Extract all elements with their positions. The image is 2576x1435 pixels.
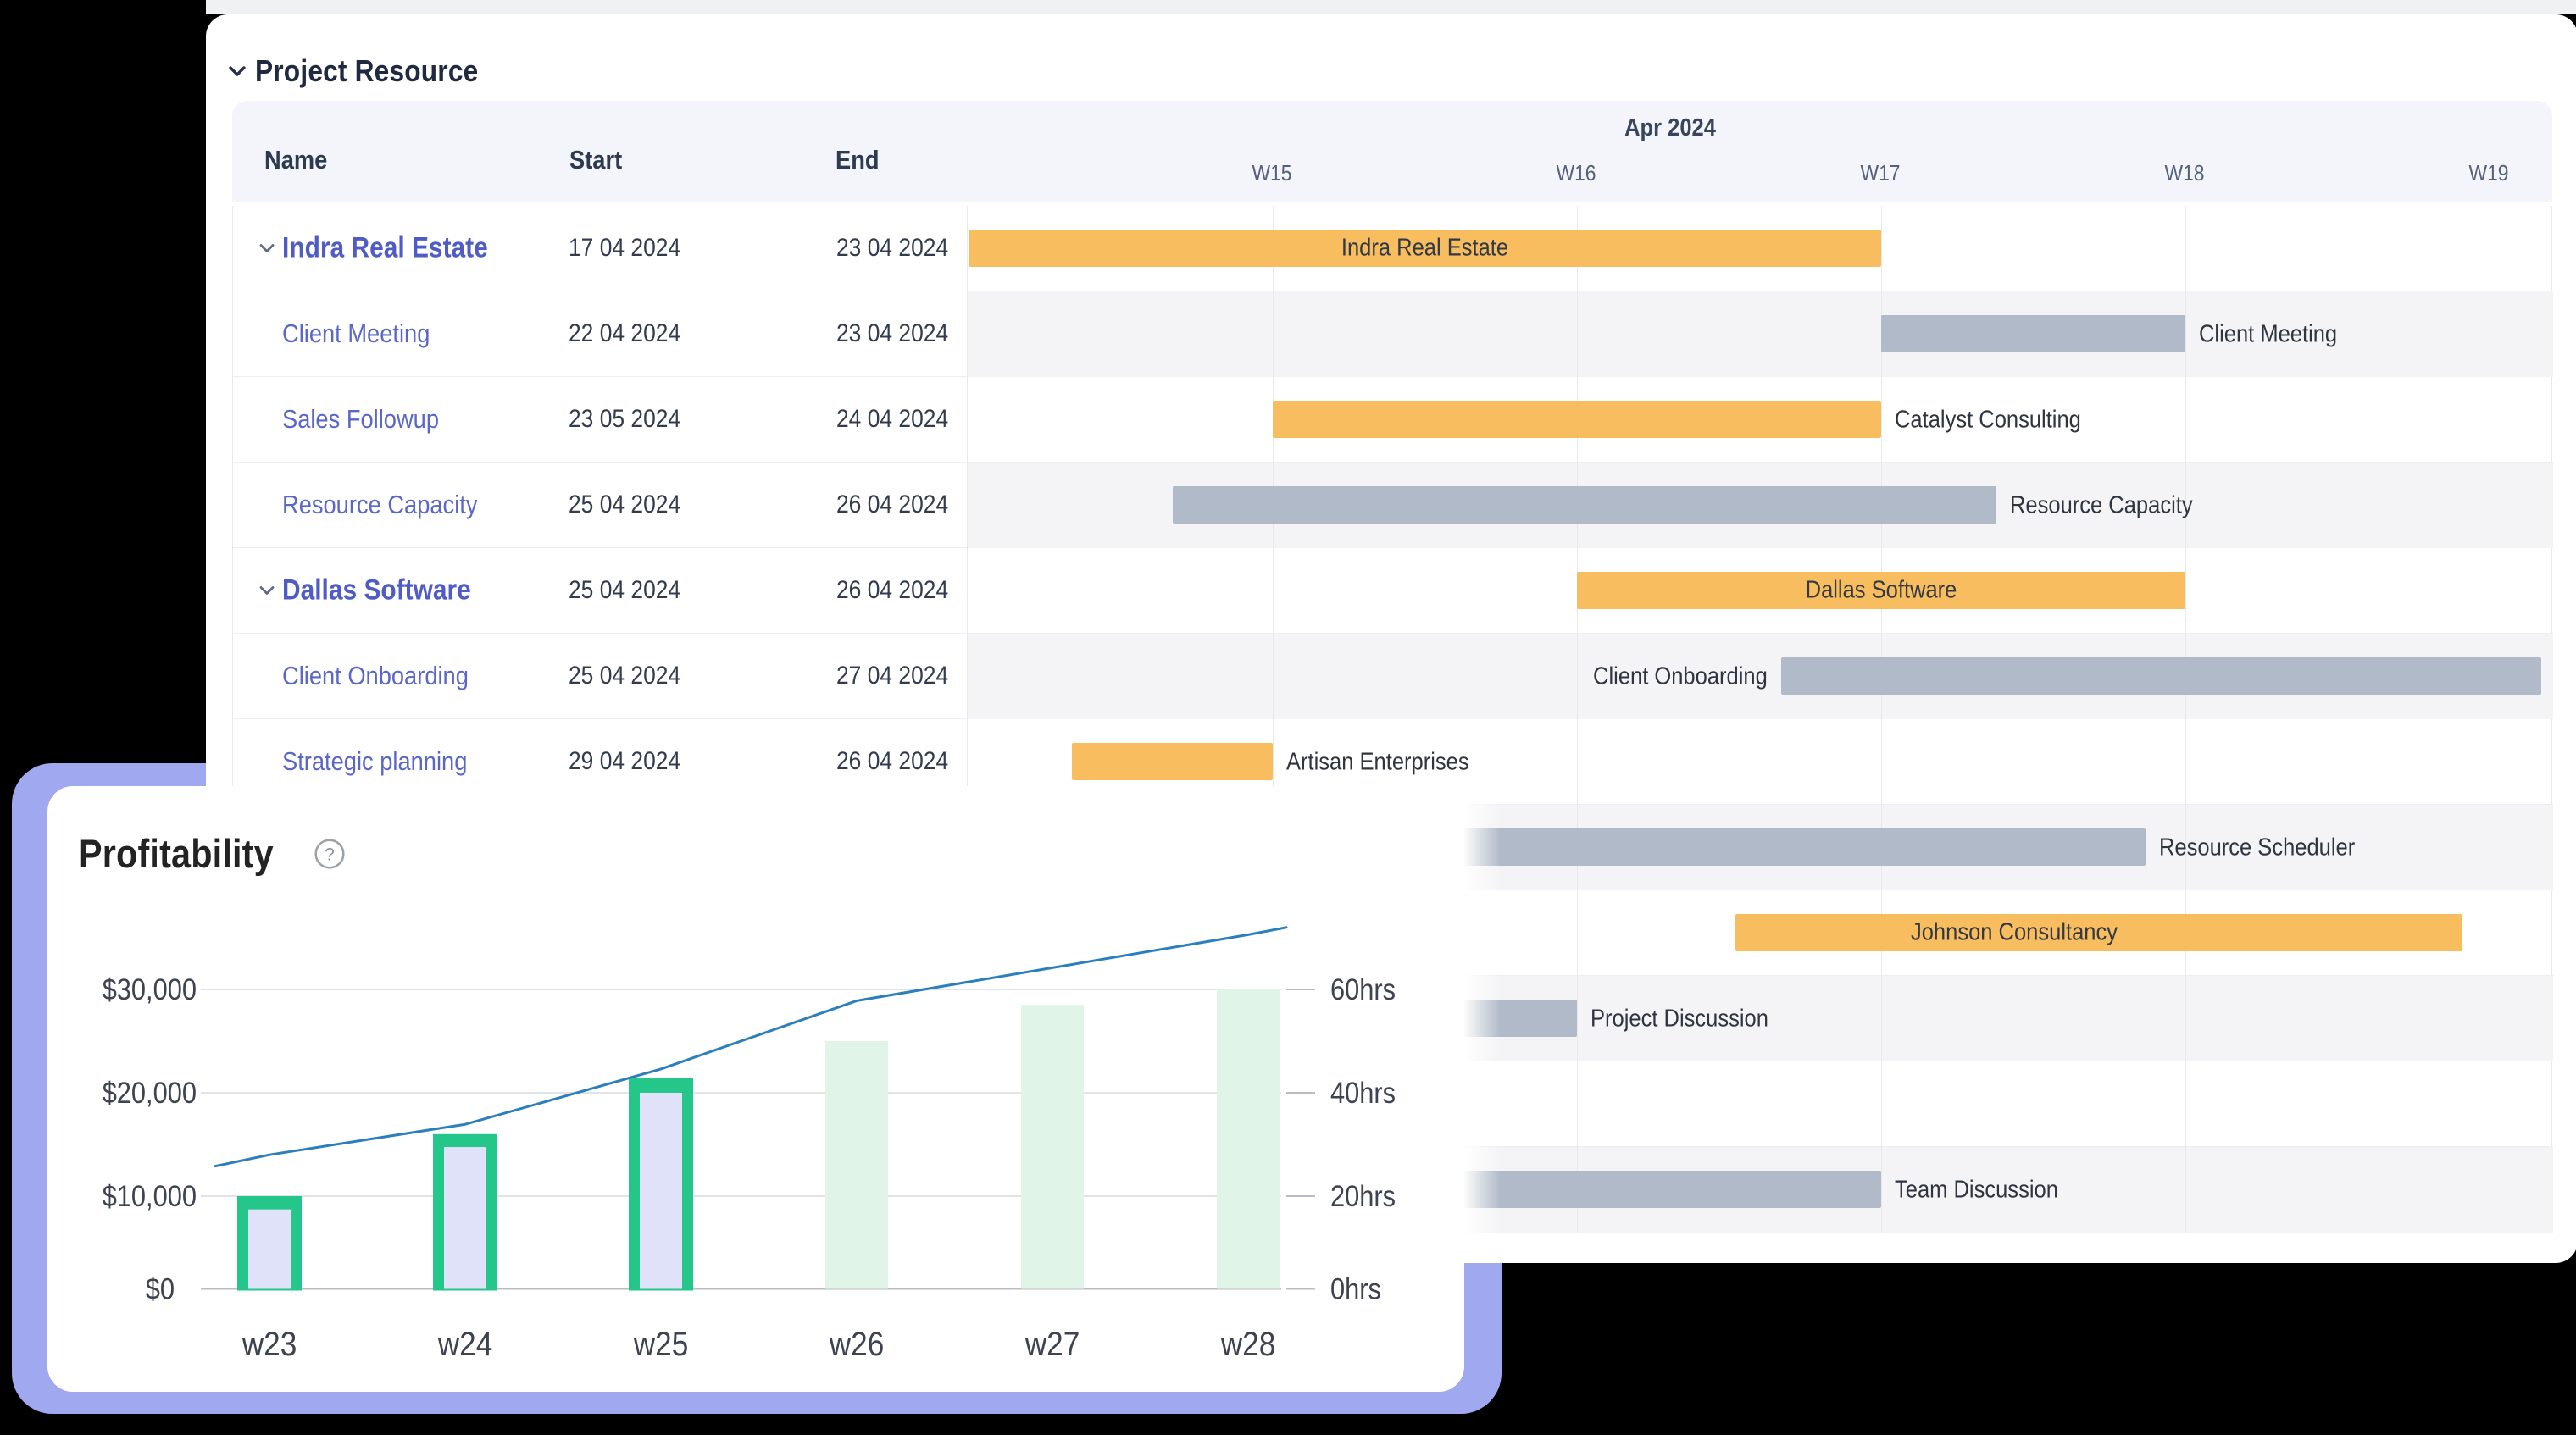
bar-inner-w25 — [640, 1093, 682, 1289]
chevron-down-icon[interactable] — [258, 585, 275, 596]
task-name-link[interactable]: Resource Capacity — [282, 490, 478, 519]
right-axis-label: 0hrs — [1330, 1273, 1381, 1306]
timeline-gridline — [2185, 206, 2186, 1233]
column-header-end[interactable]: End — [836, 145, 880, 175]
task-name-link[interactable]: Client Onboarding — [282, 661, 469, 690]
category-label-w27: w27 — [1024, 1326, 1080, 1363]
column-header-name[interactable]: Name — [264, 145, 328, 175]
task-end-date: 26 04 2024 — [836, 747, 949, 775]
right-axis-label: 20hrs — [1330, 1180, 1396, 1213]
timeline-month-label: Apr 2024 — [1624, 114, 1716, 141]
chevron-down-icon — [229, 66, 246, 76]
gantt-row: Client Meeting 22 04 2024 23 04 2024 — [233, 291, 2553, 377]
right-axis-label: 60hrs — [1330, 973, 1396, 1006]
task-name-link[interactable]: Indra Real Estate — [282, 231, 488, 264]
task-start-date: 22 04 2024 — [569, 319, 681, 347]
task-end-date: 27 04 2024 — [836, 662, 949, 690]
gantt-row: Indra Real Estate 17 04 2024 23 04 2024 — [233, 206, 2553, 291]
timeline-gridline — [1273, 206, 1274, 1233]
left-axis-label: $0 — [146, 1273, 175, 1306]
week-label-w19: W19 — [2468, 160, 2509, 186]
task-start-date: 25 04 2024 — [569, 576, 681, 604]
timeline-gridline — [1577, 206, 1578, 1233]
revenue-line[interactable] — [214, 926, 1288, 1168]
task-name-link[interactable]: Sales Followup — [282, 404, 439, 434]
task-name-link[interactable]: Strategic planning — [282, 746, 468, 776]
task-end-date: 26 04 2024 — [836, 576, 949, 604]
gantt-row: Strategic planning 29 04 2024 26 04 2024 — [233, 719, 2553, 805]
gantt-row: Dallas Software 25 04 2024 26 04 2024 — [233, 548, 2553, 634]
category-label-w24: w24 — [437, 1326, 492, 1363]
timeline-gridline — [967, 206, 968, 1233]
profitability-title: Profitability — [79, 831, 274, 876]
bar-plain-w26[interactable] — [825, 1041, 888, 1289]
category-label-w25: w25 — [633, 1326, 688, 1363]
timeline-row-stripe — [967, 291, 2553, 377]
top-app-strip — [206, 0, 2576, 14]
left-axis-label: $30,000 — [103, 973, 197, 1006]
question-circle-icon[interactable]: ? — [314, 838, 346, 870]
gantt-row: Client Onboarding 25 04 2024 27 04 2024 — [233, 634, 2553, 719]
week-label-w16: W16 — [1556, 160, 1596, 186]
week-label-w18: W18 — [2164, 160, 2205, 186]
task-start-date: 25 04 2024 — [569, 490, 681, 518]
gantt-grid-header: Name Start End Apr 2024 W15 W16 W17 W18 W19 — [232, 101, 2552, 202]
task-end-date: 23 04 2024 — [836, 319, 949, 347]
category-label-w28: w28 — [1220, 1326, 1275, 1363]
bar-inner-w23 — [248, 1209, 291, 1289]
timeline-row-stripe — [967, 634, 2553, 719]
task-start-date: 29 04 2024 — [569, 747, 681, 775]
gantt-section-title: Project Resource — [255, 53, 479, 88]
task-end-date: 26 04 2024 — [836, 490, 949, 518]
profitability-chart: $0 0hrs $10,000 20hrs $20,000 40hrs $30,000 60h… — [103, 926, 1396, 1363]
task-end-date: 24 04 2024 — [836, 405, 949, 433]
task-start-date: 17 04 2024 — [569, 234, 681, 262]
task-name-link[interactable]: Client Meeting — [282, 319, 430, 348]
right-axis-label: 40hrs — [1330, 1077, 1396, 1110]
chevron-down-icon[interactable] — [258, 243, 275, 253]
category-label-w26: w26 — [829, 1326, 884, 1363]
timeline-row-stripe — [967, 463, 2553, 548]
profitability-card-shadow — [1463, 788, 1501, 1263]
project-resource-header[interactable]: Project Resource — [228, 52, 508, 91]
timeline-gridline — [1881, 206, 1882, 1233]
bar-inner-w24 — [444, 1147, 486, 1289]
task-end-date: 23 04 2024 — [836, 234, 949, 262]
week-label-w17: W17 — [1860, 160, 1901, 186]
bar-plain-w27[interactable] — [1021, 1005, 1084, 1289]
task-start-date: 25 04 2024 — [569, 662, 681, 690]
svg-text:?: ? — [325, 845, 335, 864]
column-header-start[interactable]: Start — [569, 145, 623, 175]
gantt-row: Sales Followup 23 05 2024 24 04 2024 — [233, 377, 2553, 463]
left-axis-label: $20,000 — [103, 1077, 197, 1110]
week-label-w15: W15 — [1252, 160, 1292, 186]
bar-plain-w28[interactable] — [1217, 989, 1280, 1289]
task-start-date: 23 05 2024 — [569, 405, 681, 433]
category-label-w23: w23 — [242, 1326, 297, 1363]
left-axis-label: $10,000 — [103, 1180, 197, 1213]
gantt-row: Resource Capacity 25 04 2024 26 04 2024 — [233, 463, 2553, 548]
profitability-card: Profitability ? $0 0hrs $10,000 20hrs $20,00… — [47, 786, 1464, 1392]
task-name-link[interactable]: Dallas Software — [282, 573, 471, 607]
